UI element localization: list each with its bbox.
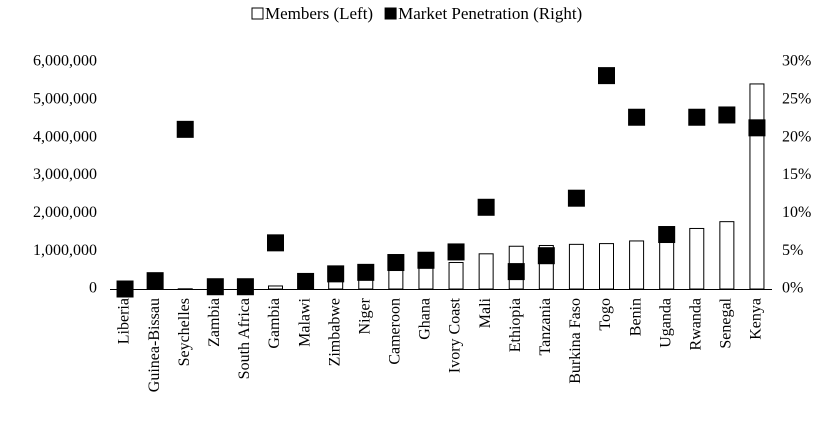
bar xyxy=(448,262,464,290)
y-tick-label: 0 xyxy=(89,280,97,297)
marker xyxy=(267,234,284,252)
marker xyxy=(537,247,555,265)
marker xyxy=(146,272,164,290)
y-tick-label: 4,000,000 xyxy=(33,128,97,145)
marker xyxy=(327,265,345,283)
bar xyxy=(629,240,645,290)
legend-label: Market Penetration (Right) xyxy=(398,4,582,23)
y2-tick-label: 30% xyxy=(782,53,811,70)
x-tick-label: Burkina Faso xyxy=(567,298,584,384)
marker xyxy=(236,278,254,296)
marker xyxy=(658,226,676,244)
marker xyxy=(116,280,134,298)
bar xyxy=(388,269,404,290)
marker xyxy=(628,108,646,126)
bar xyxy=(659,235,675,290)
y-tick-label: 2,000,000 xyxy=(33,204,97,221)
bar xyxy=(418,267,434,290)
marker xyxy=(206,278,224,296)
x-tick-label: Uganda xyxy=(657,298,674,348)
y-tick-label: 3,000,000 xyxy=(33,166,97,183)
marker xyxy=(748,119,766,137)
y2-tick-label: 5% xyxy=(782,242,803,259)
bar xyxy=(719,221,735,290)
y2-tick-label: 25% xyxy=(782,91,811,108)
x-tick-label: Liberia xyxy=(116,298,133,344)
x-tick-label: Ivory Coast xyxy=(447,297,464,373)
marker xyxy=(417,251,435,269)
marker xyxy=(567,189,585,207)
x-tick-label: South Africa xyxy=(236,298,253,379)
bar xyxy=(478,253,494,290)
marker xyxy=(176,120,194,138)
bar xyxy=(328,280,344,290)
x-tick-label: Gambia xyxy=(266,298,283,349)
marker xyxy=(688,108,706,126)
y2-tick-label: 0% xyxy=(782,280,803,297)
y2-tick-label: 10% xyxy=(782,204,811,221)
x-tick-label: Mali xyxy=(477,297,494,328)
x-tick-label: Guinea-Bissau xyxy=(146,298,163,392)
x-tick-label: Niger xyxy=(356,297,373,334)
marker xyxy=(447,243,465,261)
y-tick-label: 6,000,000 xyxy=(33,53,97,70)
x-tick-label: Tanzania xyxy=(537,298,554,356)
marker xyxy=(598,67,615,85)
x-tick-label: Rwanda xyxy=(687,298,704,350)
marker xyxy=(357,263,375,281)
marker xyxy=(718,106,736,124)
x-tick-label: Zambia xyxy=(206,298,223,347)
x-tick-label: Seychelles xyxy=(176,298,193,366)
marker xyxy=(507,263,525,281)
legend-swatch xyxy=(251,7,264,20)
x-tick-label: Togo xyxy=(597,298,614,331)
bar xyxy=(599,243,614,290)
bar xyxy=(568,243,584,290)
x-tick-label: Benin xyxy=(627,298,644,336)
x-tick-label: Malawi xyxy=(296,297,313,346)
y-tick-label: 1,000,000 xyxy=(33,242,97,259)
y-tick-label: 5,000,000 xyxy=(33,91,97,108)
y2-tick-label: 15% xyxy=(782,166,811,183)
x-tick-label: Kenya xyxy=(748,298,765,340)
y2-tick-label: 20% xyxy=(782,128,811,145)
legend-label: Members (Left) xyxy=(265,4,373,23)
x-tick-label: Cameroon xyxy=(387,298,404,365)
marker xyxy=(477,198,495,216)
bar xyxy=(358,279,374,290)
bar xyxy=(689,227,705,290)
bar xyxy=(268,285,283,290)
marker xyxy=(387,254,405,272)
x-tick-label: Zimbabwe xyxy=(326,298,343,366)
x-tick-label: Senegal xyxy=(718,297,735,348)
marker xyxy=(297,272,315,290)
x-tick-label: Ethiopia xyxy=(507,298,524,352)
legend-swatch xyxy=(384,7,397,20)
bar xyxy=(749,83,765,290)
x-tick-label: Ghana xyxy=(417,298,434,340)
